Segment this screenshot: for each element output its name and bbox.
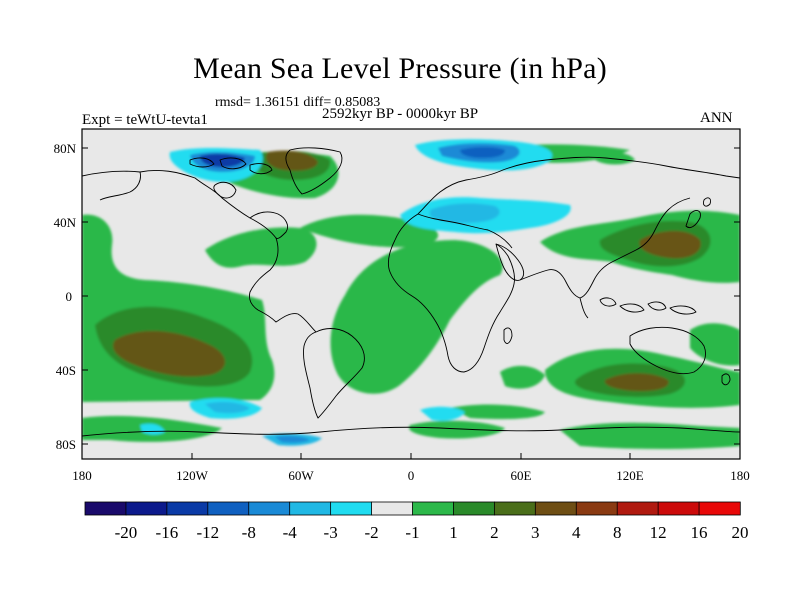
colorbar-swatch-2 [166,501,209,516]
colorbar-label-11: 4 [572,523,581,542]
lon-label-0: 0 [408,468,415,483]
lat-label-40n: 40N [54,215,77,230]
lon-label-180e: 180 [730,468,750,483]
lat-label-80s: 80S [56,437,76,452]
colorbar-swatch-14 [657,501,700,516]
colorbar-swatch-5 [289,501,332,516]
colorbar-label-13: 12 [650,523,667,542]
colorbar-swatch-6 [330,501,373,516]
colorbar-swatch-11 [534,501,577,516]
contour-weddell [420,406,465,421]
contour-east-asia-core [639,231,701,259]
contour-north-atlantic [300,214,439,248]
colorbar-label-9: 2 [490,523,499,542]
lat-tick-labels: 80N 40N 0 40S 80S [54,141,77,452]
colorbar-swatch-3 [207,501,250,516]
contour-southern-band [450,404,545,420]
lon-label-120e: 120E [616,468,644,483]
colorbar-swatch-1 [125,501,168,516]
contour-europe-mid [430,203,500,223]
lat-tick-marks [82,147,740,445]
colorbar-swatch-9 [453,501,496,516]
contour-atlantic [330,240,503,394]
contour-south-africa [500,365,545,389]
lat-label-0: 0 [66,289,73,304]
lon-tick-labels: 180 120W 60W 0 60E 120E 180 [72,468,750,483]
lon-label-60e: 60E [511,468,532,483]
lat-label-40s: 40S [56,363,76,378]
colorbar-swatch-12 [575,501,618,516]
colorbar-label-12: 8 [613,523,622,542]
contour-antarctic-blue-deep [275,436,310,443]
colorbar-label-8: 1 [449,523,458,542]
period-label: 2592kyr BP - 0000kyr BP [322,106,479,122]
lon-label-120w: 120W [176,468,209,483]
pressure-anomaly-field [82,129,740,459]
lon-tick-marks [81,453,741,459]
colorbar-label-10: 3 [531,523,540,542]
contour-greenland-core [265,150,318,171]
colorbar: -20 -16 -12 -8 -4 -3 -2 -1 1 2 3 4 8 12 16 20 [84,501,749,542]
lat-label-80n: 80N [54,141,77,156]
lon-label-180w: 180 [72,468,92,483]
contour-antarctic-central [409,420,505,439]
colorbar-swatch-13 [616,501,659,516]
colorbar-swatch-15 [698,501,741,516]
colorbar-swatch-0 [84,501,127,516]
colorbar-label-15: 20 [732,523,749,542]
colorbar-label-14: 16 [691,523,708,542]
map-title: Mean Sea Level Pressure (in hPa) [193,52,607,85]
colorbar-label-3: -8 [242,523,256,542]
contour-barents-deep [460,147,505,158]
colorbar-label-7: -1 [405,523,419,542]
colorbar-swatch-10 [493,501,537,516]
contour-east-siberia [595,152,635,165]
colorbar-label-6: -2 [364,523,378,542]
experiment-label: Expt = teWtU-tevta1 [82,112,208,128]
contour-antarctic-far-east [620,437,720,449]
colorbar-label-2: -12 [196,523,219,542]
colorbar-label-4: -4 [283,523,298,542]
contour-pacific-core [113,330,225,377]
contour-arctic-canada-deep [200,153,245,168]
colorbar-swatch-7 [371,501,414,516]
colorbar-label-0: -20 [115,523,138,542]
contour-tasman [690,323,740,366]
coastlines [82,147,740,437]
colorbar-label-5: -3 [324,523,338,542]
season-label: ANN [700,110,733,126]
lon-label-60w: 60W [288,468,314,483]
contour-southern-indian-core [604,373,669,392]
contour-southern-atlantic-mid [205,401,250,414]
colorbar-label-1: -16 [156,523,179,542]
colorbar-swatch-4 [248,501,291,516]
stats-label: rmsd= 1.36151 diff= 0.85083 [215,95,381,110]
contour-north-america [205,227,317,268]
colorbar-swatch-8 [412,501,455,516]
